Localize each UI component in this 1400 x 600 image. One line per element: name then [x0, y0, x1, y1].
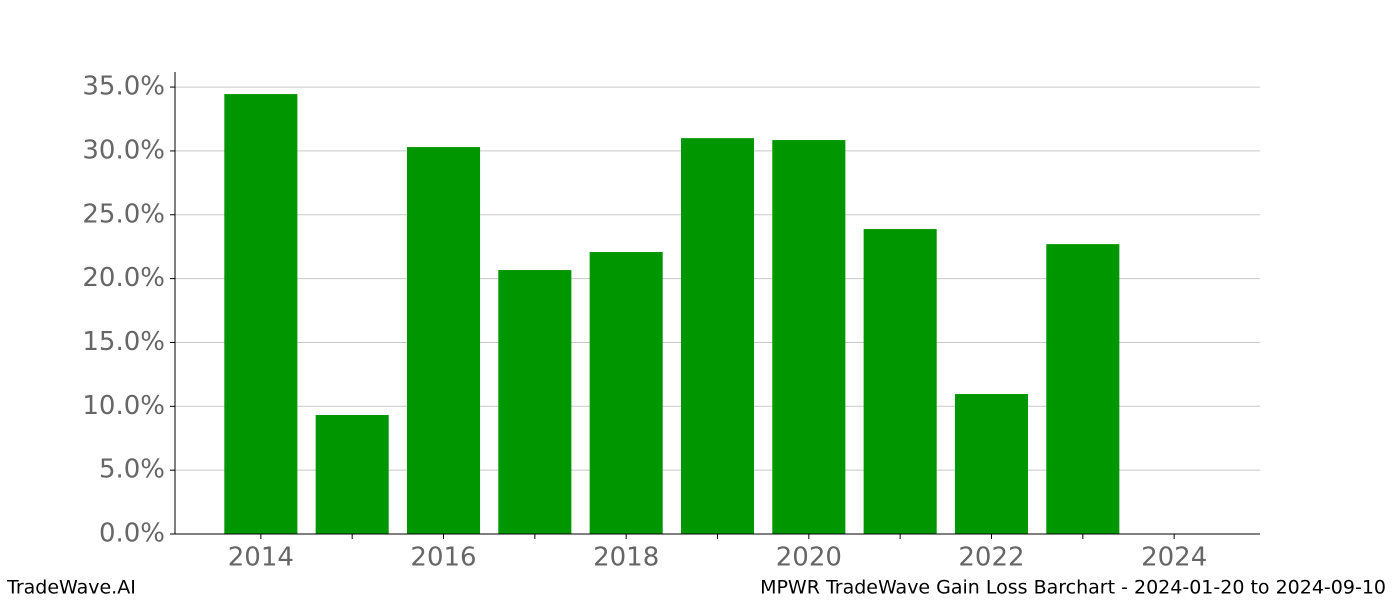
x-tick-label: 2024: [1141, 543, 1207, 573]
bar: [589, 252, 663, 534]
x-tick-label: 2022: [958, 543, 1024, 573]
bar: [772, 140, 846, 535]
y-tick-label: 15.0%: [82, 327, 165, 357]
source-label: TradeWave.AI: [6, 577, 136, 599]
y-tick-label: 0.0%: [99, 519, 165, 549]
y-tick-label: 35.0%: [82, 72, 165, 102]
x-tick-label: 2020: [776, 543, 842, 573]
y-tick-label: 20.0%: [82, 263, 165, 293]
bar: [315, 414, 389, 534]
bar: [498, 270, 572, 534]
x-tick-label: 2014: [228, 543, 294, 573]
bar: [863, 229, 937, 534]
bar: [1046, 244, 1120, 534]
bar: [406, 147, 481, 534]
y-tick-label: 5.0%: [99, 455, 165, 485]
bar: [224, 94, 298, 534]
chart-title: MPWR TradeWave Gain Loss Barchart - 2024…: [760, 577, 1386, 599]
y-tick-label: 25.0%: [82, 199, 165, 229]
x-tick-label: 2016: [410, 543, 476, 573]
y-tick-label: 30.0%: [82, 135, 165, 165]
x-tick-label: 2018: [593, 543, 659, 573]
bar: [680, 138, 755, 534]
y-tick-label: 10.0%: [82, 391, 165, 421]
bar: [954, 394, 1029, 534]
